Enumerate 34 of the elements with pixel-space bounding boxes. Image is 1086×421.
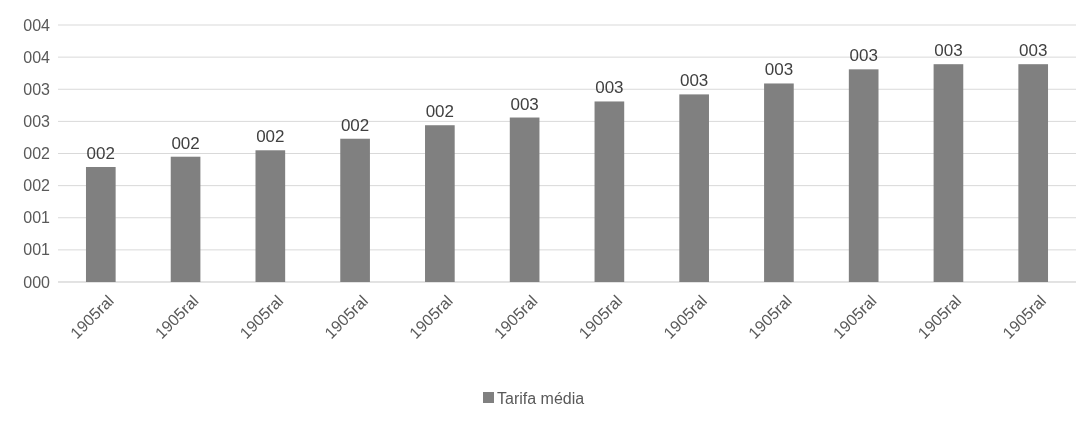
data-label: 002	[171, 133, 200, 153]
y-tick-label: 002	[23, 177, 51, 195]
bar	[85, 166, 116, 282]
data-label: 003	[849, 46, 878, 66]
bar	[933, 64, 964, 282]
data-label: 003	[1019, 41, 1048, 61]
bar	[1018, 64, 1049, 282]
y-tick-label: 003	[23, 112, 51, 130]
bar	[509, 117, 540, 282]
bar	[679, 94, 709, 282]
data-label: 002	[340, 115, 370, 135]
bar	[848, 69, 879, 282]
bar	[425, 125, 455, 282]
data-label: 003	[934, 41, 963, 61]
data-label: 003	[510, 94, 539, 114]
data-label: 002	[86, 143, 115, 163]
data-label: 003	[595, 78, 624, 98]
y-tick-label: 004	[23, 16, 51, 34]
y-tick-label: 001	[23, 241, 51, 259]
bar	[764, 83, 794, 282]
data-label: 002	[256, 127, 285, 147]
data-label: 002	[425, 102, 455, 122]
y-tick-label: 001	[23, 209, 51, 227]
legend-label: Tarifa média	[497, 389, 585, 407]
y-tick-label: 003	[23, 80, 51, 98]
bar	[170, 156, 201, 282]
data-label: 003	[679, 71, 709, 91]
y-tick-label: 000	[23, 273, 51, 291]
bar	[594, 101, 625, 282]
data-label: 003	[764, 60, 794, 80]
y-tick-label: 004	[23, 48, 51, 66]
bar	[340, 138, 370, 282]
y-tick-label: 002	[23, 145, 51, 163]
bar	[255, 150, 286, 282]
